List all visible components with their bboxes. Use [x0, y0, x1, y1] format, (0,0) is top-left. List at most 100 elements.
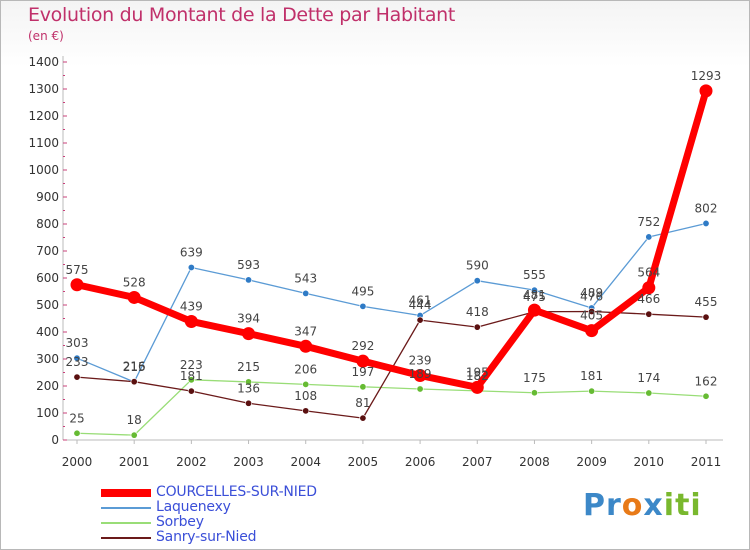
data-point [245, 378, 253, 386]
legend-item: Laquenexy [101, 499, 401, 516]
data-label: 543 [294, 271, 317, 285]
data-label: 215 [237, 360, 260, 374]
data-label: 802 [695, 201, 718, 215]
data-point [642, 281, 656, 295]
x-tick-label: 2008 [519, 455, 550, 469]
data-point [645, 233, 653, 241]
data-point [130, 431, 138, 439]
data-label: 481 [523, 288, 546, 302]
data-label: 444 [409, 298, 432, 312]
x-tick-label: 2007 [462, 455, 493, 469]
x-tick-label: 2003 [233, 455, 264, 469]
data-point [645, 310, 653, 318]
y-tick-label: 0 [51, 433, 59, 447]
legend-item: COURCELLES-SUR-NIED [101, 484, 401, 501]
y-tick-label: 700 [36, 244, 59, 258]
data-label: 195 [466, 365, 489, 379]
legend-swatch [101, 507, 151, 509]
data-point [73, 373, 81, 381]
data-point [473, 323, 481, 331]
data-label: 223 [180, 358, 203, 372]
data-label: 489 [580, 286, 603, 300]
data-label: 162 [695, 374, 718, 388]
data-label: 752 [637, 215, 660, 229]
data-label: 555 [523, 268, 546, 282]
data-label: 206 [294, 362, 317, 376]
y-tick-label: 1000 [28, 163, 59, 177]
series-points [70, 84, 713, 439]
legend: COURCELLES-SUR-NIED Laquenexy Sorbey Sanry-… [101, 484, 401, 546]
chart-title: Evolution du Montant de la Dette par Hab… [28, 4, 456, 26]
y-tick-label: 900 [36, 190, 59, 204]
data-label: 575 [66, 263, 89, 277]
y-tick-label: 1400 [28, 55, 59, 69]
x-tick-label: 2002 [176, 455, 207, 469]
x-tick-label: 2005 [348, 455, 379, 469]
data-point [699, 84, 713, 98]
data-point [187, 263, 195, 271]
data-point [299, 339, 313, 353]
data-label: 215 [123, 360, 146, 374]
series-lines [76, 89, 710, 436]
data-point [187, 387, 195, 395]
data-label: 175 [523, 371, 546, 385]
x-tick-label: 2010 [634, 455, 665, 469]
data-point [702, 313, 710, 321]
data-label: 593 [237, 258, 260, 272]
data-label: 466 [637, 292, 660, 306]
data-point [70, 278, 84, 292]
data-point [530, 286, 538, 294]
series-line-1 [76, 222, 707, 383]
data-point [359, 383, 367, 391]
data-point [527, 303, 541, 317]
data-label: 1293 [691, 69, 722, 83]
data-label: 495 [351, 284, 374, 298]
data-label: 216 [123, 360, 146, 374]
data-point [302, 380, 310, 388]
x-tick-label: 2009 [576, 455, 607, 469]
legend-item: Sorbey [101, 514, 401, 531]
x-tick-label: 2001 [119, 455, 150, 469]
data-point [416, 316, 424, 324]
data-point [470, 380, 484, 394]
series-line-0 [76, 89, 710, 391]
data-point [73, 354, 81, 362]
data-label: 189 [409, 367, 432, 381]
data-label: 455 [695, 295, 718, 309]
data-label: 292 [351, 339, 374, 353]
data-point [585, 324, 599, 338]
data-label: 197 [351, 365, 374, 379]
legend-swatch [101, 522, 151, 524]
y-tick-label: 400 [36, 325, 59, 339]
data-point [473, 277, 481, 285]
data-label: 439 [180, 299, 203, 313]
data-label: 564 [637, 266, 660, 280]
data-point [127, 290, 141, 304]
data-point [356, 354, 370, 368]
data-point [245, 276, 253, 284]
y-tick-label: 500 [36, 298, 59, 312]
y-tick-label: 300 [36, 352, 59, 366]
y-tick-label: 200 [36, 379, 59, 393]
data-label: 181 [180, 369, 203, 383]
data-label: 108 [294, 389, 317, 403]
data-point [302, 407, 310, 415]
legend-label: Sanry-sur-Nied [156, 529, 257, 545]
data-point [187, 376, 195, 384]
data-point [359, 414, 367, 422]
data-labels: 575 528 439 394 347 292 239 195 481 405 564 1293 303… [66, 69, 722, 427]
data-label: 181 [580, 369, 603, 383]
data-label: 233 [66, 355, 89, 369]
legend-label: Sorbey [156, 514, 204, 530]
legend-swatch [101, 537, 151, 539]
data-label: 461 [409, 294, 432, 308]
data-point [130, 378, 138, 386]
x-tick-label: 2004 [290, 455, 321, 469]
data-point [184, 314, 198, 328]
data-point [245, 399, 253, 407]
data-label: 182 [466, 369, 489, 383]
x-tick-label: 2000 [62, 455, 93, 469]
data-point [702, 219, 710, 227]
